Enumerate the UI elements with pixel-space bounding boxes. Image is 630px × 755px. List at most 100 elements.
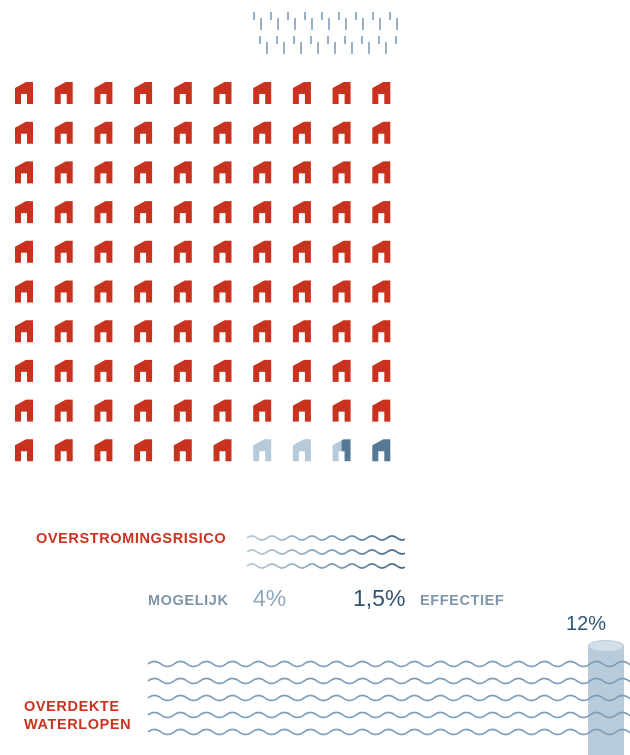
house-icon [173,82,192,104]
covered-waterways-label: OVERDEKTE WATERLOPEN [24,698,131,734]
house-icon [372,359,391,382]
house-icon [54,359,73,382]
house-icon [15,399,33,422]
house-icon [372,201,391,224]
house-icon [15,82,33,104]
house-icon [253,359,272,382]
house-icon [253,161,272,184]
house-icon [94,82,113,104]
house-icon [54,121,73,144]
house-icon [94,280,113,303]
house-icon [372,399,391,422]
house-icon [213,121,232,144]
house-icon [94,320,113,343]
house-icon [94,121,113,144]
house-icon [54,280,73,303]
house-icon [372,240,391,263]
raindrop [361,36,370,54]
house-icon [253,82,272,104]
house-icon [332,161,351,184]
possible-risk-label: MOGELIJK [148,593,229,609]
house-icon [173,359,192,382]
house-icon [54,439,73,462]
house-icon [372,161,391,184]
house-icon [213,240,232,263]
house-icon [15,121,33,144]
house-icon [253,320,272,343]
house-icon [134,320,153,343]
house-icon [253,399,272,422]
pipe-icon [588,640,624,755]
house-icon [173,280,192,303]
house-icon [54,161,73,184]
waterway-waves [147,640,630,755]
house-icon [134,359,153,382]
house-icon [372,82,391,104]
wave-line [246,535,405,541]
house-icon [292,161,311,184]
raindrop [378,36,387,54]
raindrop [270,12,279,30]
house-icon [94,201,113,224]
house-icon [292,201,311,224]
house-icon [173,439,192,462]
house-icon [332,82,351,104]
house-icon [213,320,232,343]
house-icon [253,201,272,224]
house-icon [332,240,351,263]
house-icon [173,320,192,343]
house-grid [15,82,391,462]
house-icon [173,121,192,144]
house-icon [292,121,311,144]
house-icon [213,280,232,303]
house-icon [94,359,113,382]
house-icon [15,320,33,343]
house-icon [372,121,391,144]
house-icon [332,439,351,462]
house-icon [332,201,351,224]
raindrop [344,36,353,54]
flood-risk-label: OVERSTROMINGSRISICO [36,531,227,547]
wave-icon [246,535,405,569]
house-icon [213,439,232,462]
raindrop [327,36,336,54]
house-icon [94,161,113,184]
effective-risk-label: EFFECTIEF [420,593,505,609]
house-icon [134,399,153,422]
covered-waterways-value: 12% [566,613,607,635]
raindrop [389,12,398,30]
house-icon [94,439,113,462]
house-icon [213,161,232,184]
raindrop [304,12,313,30]
house-icon [292,240,311,263]
wave-line [147,711,630,719]
house-icon [292,280,311,303]
house-icon [213,399,232,422]
house-icon [54,320,73,343]
house-icon [253,240,272,263]
wave-line [147,677,630,685]
house-icon [372,320,391,343]
house-icon [15,201,33,224]
raindrop [321,12,330,30]
raindrop [259,36,268,54]
house-icon [173,240,192,263]
house-icon [292,320,311,343]
house-icon [15,161,33,184]
house-icon [15,359,33,382]
house-icon [292,359,311,382]
house-icon [134,121,153,144]
house-icon [213,82,232,104]
house-icon [332,320,351,343]
house-icon [332,121,351,144]
house-icon [372,280,391,303]
house-icon [253,280,272,303]
house-icon [94,399,113,422]
raindrop [287,12,296,30]
house-icon [253,121,272,144]
raindrop [253,12,262,30]
house-icon [15,240,33,263]
raindrop [276,36,285,54]
house-icon [213,359,232,382]
house-icon [134,439,153,462]
